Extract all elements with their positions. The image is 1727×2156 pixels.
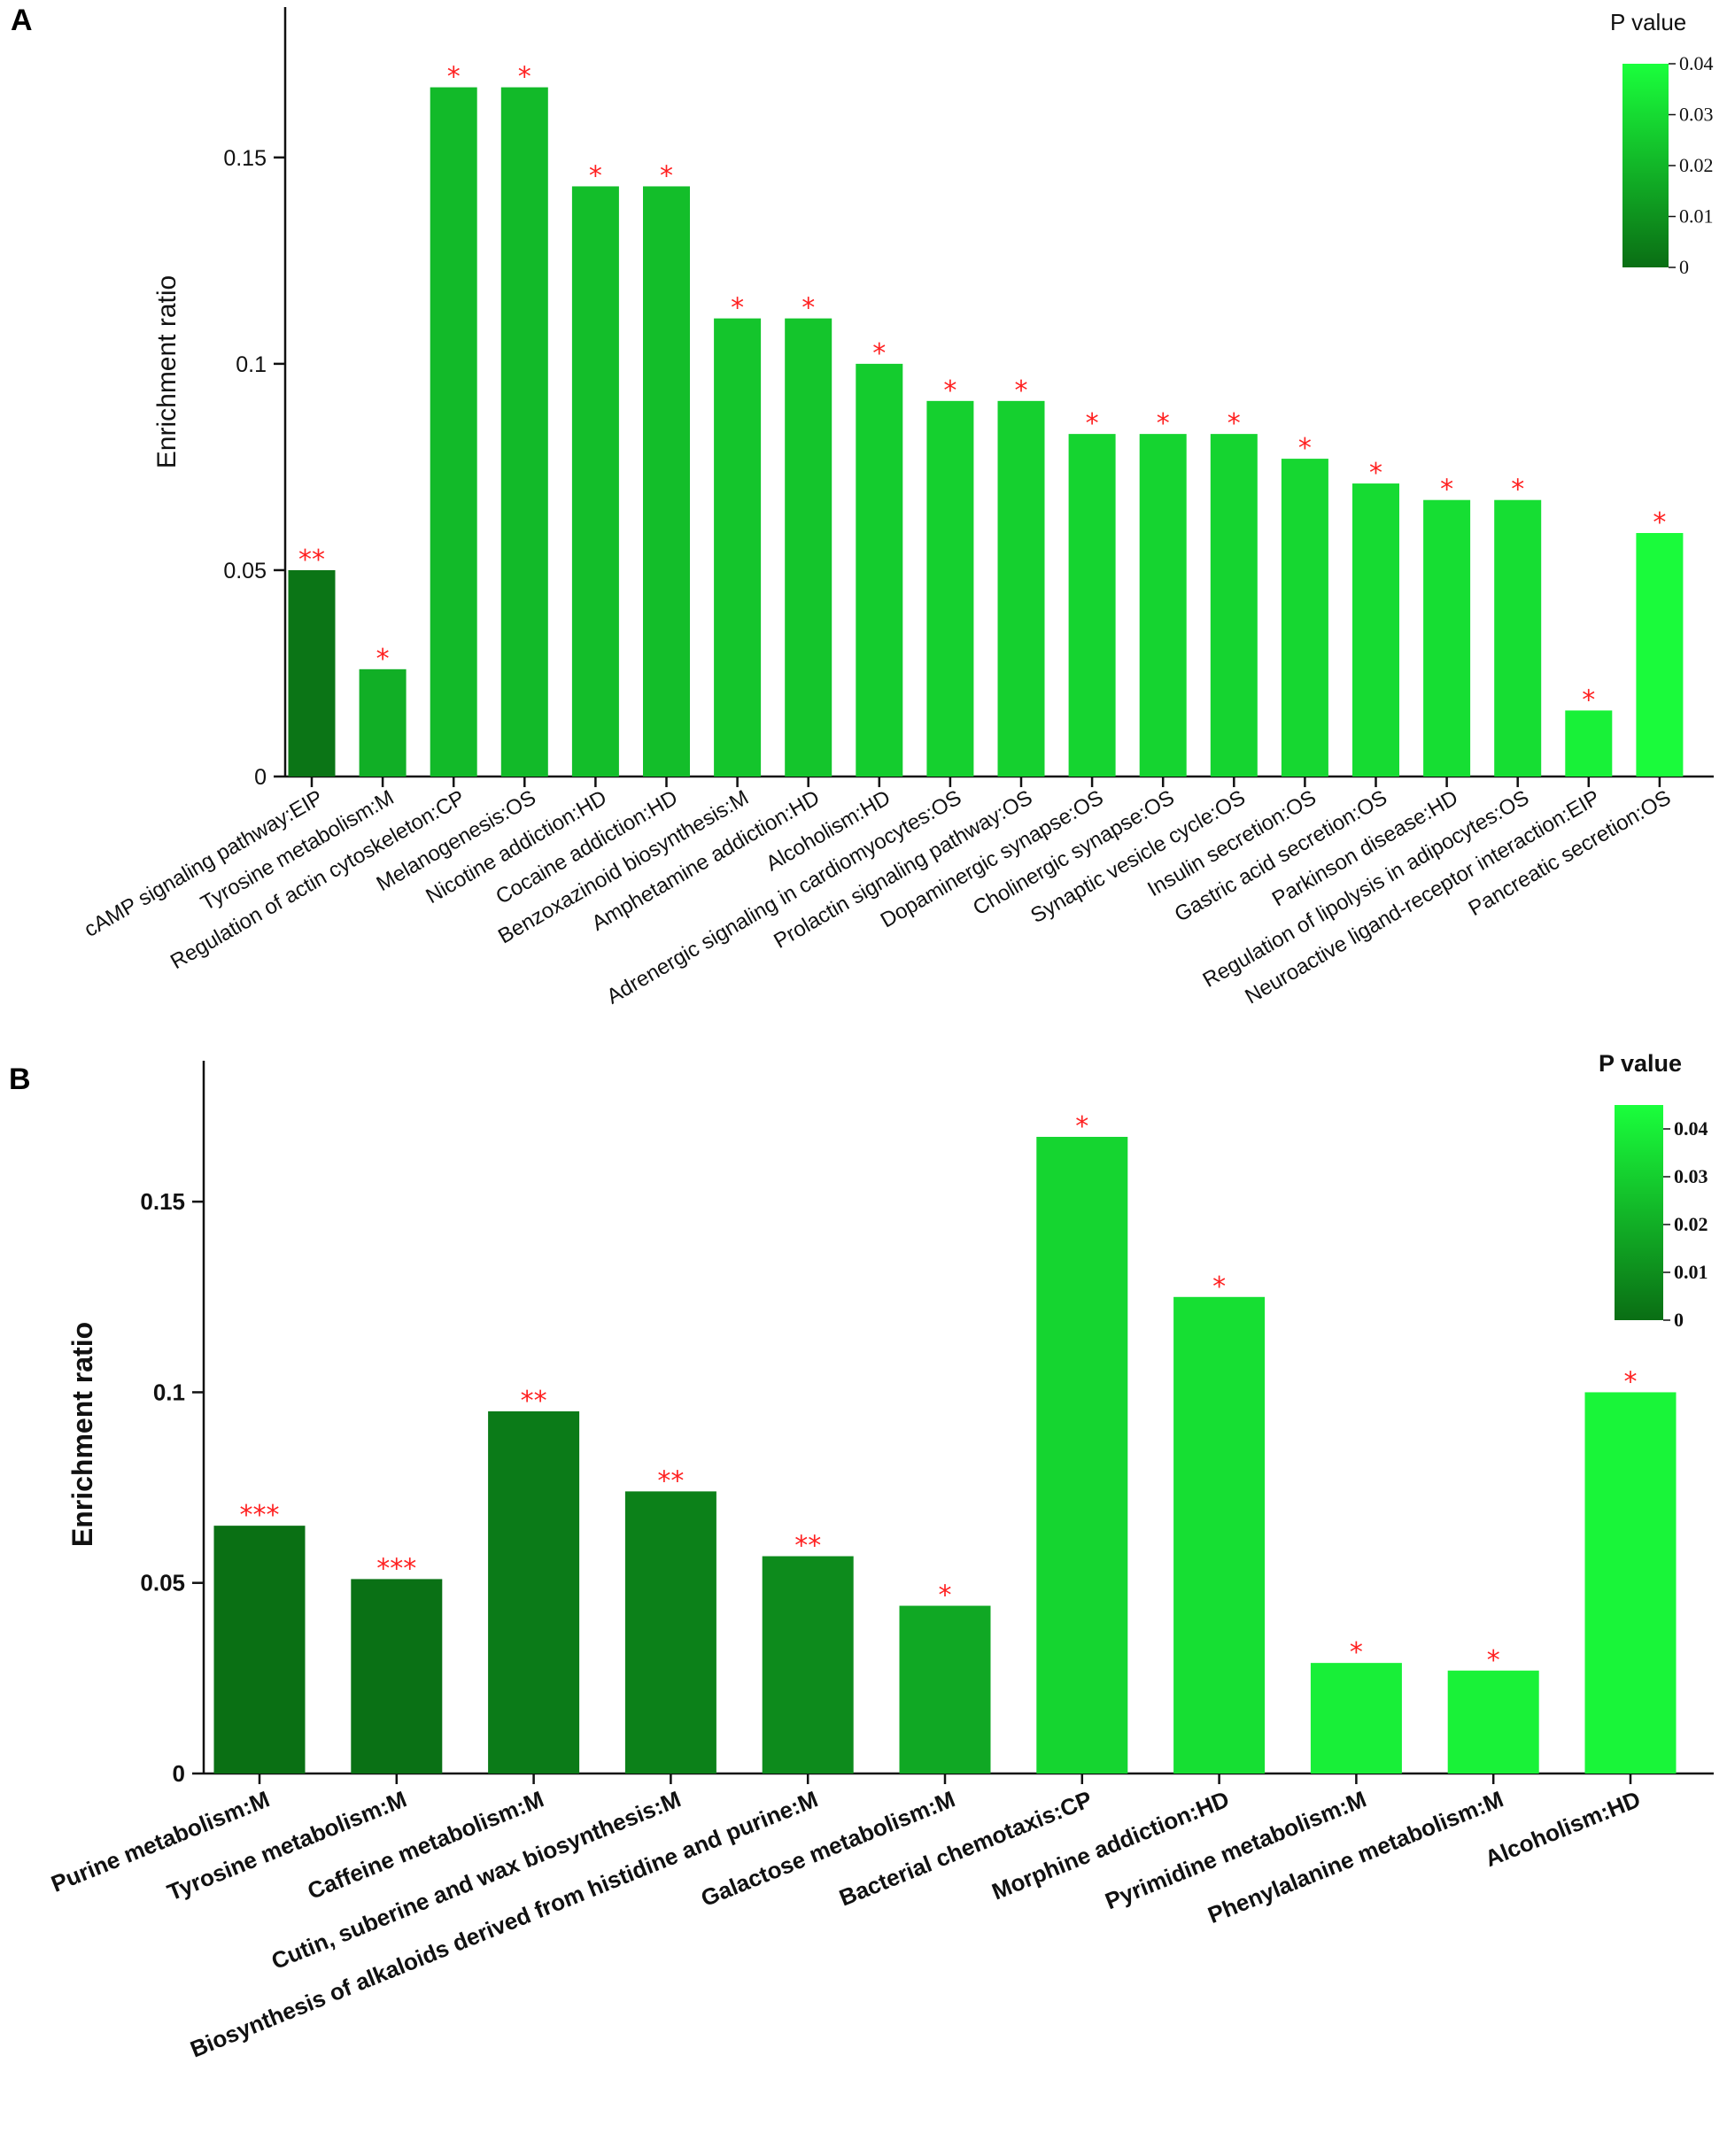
bar [1068, 434, 1116, 777]
y-tick-label: 0.05 [223, 559, 267, 583]
significance-label: * [1157, 408, 1170, 439]
colorbar-tick-label: 0.04 [1674, 1117, 1708, 1140]
bar [762, 1556, 854, 1773]
bar [571, 186, 619, 777]
category-label: Bacterial chemotaxis:CP [835, 1786, 1096, 1912]
category-label: Tyrosine metabolism:M [164, 1786, 411, 1906]
significance-label: * [1212, 1271, 1226, 1302]
colorbar-title: P value [1610, 9, 1686, 35]
significance-label: * [802, 293, 815, 324]
colorbar-tick-label: 0.03 [1679, 104, 1714, 126]
bar [351, 1579, 443, 1773]
bar [359, 668, 407, 777]
colorbar-tick-label: 0.03 [1674, 1165, 1708, 1187]
significance-label: * [1015, 375, 1028, 406]
bar [1447, 1670, 1539, 1773]
bar [1173, 1296, 1266, 1773]
significance-label: * [943, 375, 956, 406]
bar [1139, 434, 1187, 777]
colorbar-tick-label: 0.01 [1674, 1261, 1708, 1283]
colorbar [1622, 64, 1669, 267]
category-label: Galactose metabolism:M [697, 1786, 958, 1913]
significance-label: * [1440, 475, 1453, 506]
bar [500, 87, 548, 777]
y-axis-label: Enrichment ratio [66, 1322, 98, 1547]
y-tick-label: 0.15 [223, 146, 267, 171]
y-tick-label: 0.1 [153, 1379, 185, 1405]
bar [1636, 532, 1684, 777]
significance-label: * [1350, 1637, 1363, 1668]
significance-label: * [1369, 458, 1382, 489]
significance-label: * [1624, 1366, 1638, 1397]
significance-label: * [518, 62, 531, 93]
bar [624, 1491, 716, 1773]
colorbar-title: P value [1599, 1050, 1682, 1077]
bar [1281, 459, 1328, 777]
bar [1036, 1136, 1128, 1773]
bar [488, 1410, 580, 1773]
significance-label: * [660, 160, 673, 191]
significance-label: * [731, 293, 744, 324]
category-label: Purine metabolism:M [47, 1786, 273, 1897]
significance-label: * [1075, 1111, 1088, 1142]
bar [899, 1605, 991, 1773]
colorbar [1615, 1105, 1663, 1320]
significance-label: * [1487, 1645, 1500, 1676]
bar [1494, 499, 1542, 777]
bar [1423, 499, 1471, 777]
colorbar-tick-label: 0 [1679, 256, 1689, 278]
significance-label: * [1227, 408, 1241, 439]
panel-label: B [9, 1063, 31, 1096]
significance-label: ** [521, 1386, 547, 1417]
bar [430, 87, 477, 777]
significance-label: *** [240, 1500, 280, 1531]
bar [213, 1526, 306, 1773]
bar [714, 318, 762, 777]
y-tick-label: 0.15 [140, 1188, 185, 1215]
significance-label: * [1582, 684, 1595, 715]
y-tick-label: 0.1 [236, 352, 267, 377]
colorbar-tick-label: 0 [1674, 1309, 1684, 1331]
category-label: Regulation of actin cytoskeleton:CP [167, 785, 469, 974]
significance-label: ** [298, 545, 325, 576]
colorbar-tick-label: 0.04 [1679, 52, 1714, 74]
panel-label: A [11, 4, 33, 37]
bar [288, 569, 336, 777]
significance-label: * [589, 160, 602, 191]
bar [1352, 483, 1399, 777]
significance-label: * [1511, 475, 1524, 506]
significance-label: * [376, 644, 390, 675]
significance-label: * [1653, 507, 1666, 538]
significance-label: * [939, 1580, 952, 1611]
significance-label: *** [376, 1553, 416, 1584]
significance-label: * [1086, 408, 1099, 439]
bar [1310, 1663, 1402, 1773]
bar [856, 363, 903, 777]
significance-label: * [447, 62, 461, 93]
y-tick-label: 0 [254, 765, 267, 790]
bar [643, 186, 690, 777]
y-axis-label: Enrichment ratio [152, 275, 182, 468]
bar [997, 400, 1045, 777]
y-tick-label: 0 [173, 1760, 185, 1787]
significance-label: ** [794, 1531, 821, 1562]
colorbar-tick-label: 0.02 [1679, 154, 1714, 176]
category-label: Alcoholism:HD [1481, 1786, 1644, 1873]
colorbar-tick-label: 0.01 [1679, 205, 1714, 228]
significance-label: * [1298, 433, 1312, 464]
significance-label: ** [657, 1465, 684, 1496]
bar [1565, 710, 1613, 777]
bar [1210, 434, 1258, 777]
bar [785, 318, 833, 777]
bar [1584, 1392, 1677, 1773]
significance-label: * [872, 338, 886, 369]
bar [926, 400, 974, 777]
y-tick-label: 0.05 [140, 1570, 185, 1596]
colorbar-tick-label: 0.02 [1674, 1213, 1708, 1235]
